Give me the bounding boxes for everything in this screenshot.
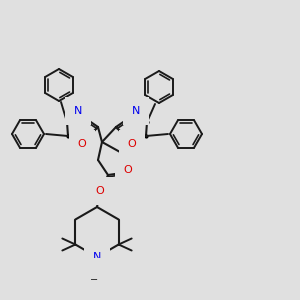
- Text: O: O: [85, 269, 94, 279]
- Text: N: N: [93, 252, 101, 262]
- Text: H: H: [99, 268, 105, 278]
- Text: O: O: [96, 186, 104, 196]
- Text: O: O: [124, 165, 132, 175]
- Text: N: N: [132, 106, 140, 116]
- Text: O: O: [78, 139, 86, 149]
- Text: +: +: [97, 265, 104, 274]
- Text: −: −: [90, 275, 98, 285]
- Text: N: N: [74, 106, 82, 116]
- Text: O: O: [128, 139, 136, 149]
